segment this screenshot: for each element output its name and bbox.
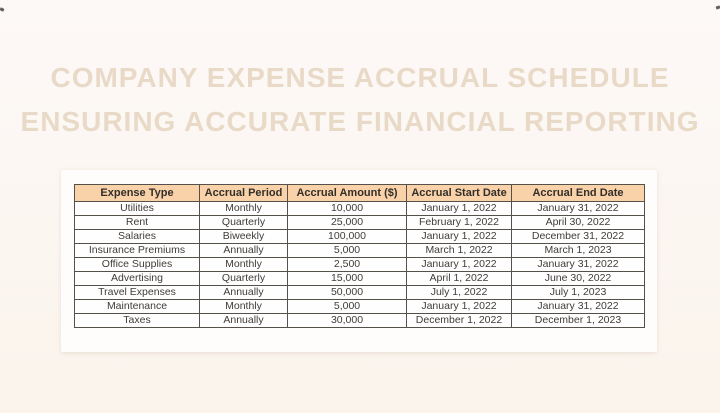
table-cell: 5,000 [287, 299, 407, 314]
scan-artifact-top-left [0, 7, 5, 12]
table-cell: Taxes [74, 313, 200, 328]
table-cell: Salaries [74, 229, 200, 244]
table-row: Taxes Annually 30,000 December 1, 2022 Decem… [74, 313, 645, 328]
table-cell: Office Supplies [74, 257, 200, 272]
table-cell: December 31, 2022 [511, 229, 645, 244]
page-title: COMPANY EXPENSE ACCRUAL SCHEDULE ENSURIN… [0, 56, 720, 144]
table-cell: January 1, 2022 [406, 229, 512, 244]
table-cell: July 1, 2022 [406, 285, 512, 300]
table-cell: December 1, 2023 [511, 313, 645, 328]
table-cell: June 30, 2022 [511, 271, 645, 286]
table-cell: January 31, 2022 [511, 201, 645, 216]
table-cell: March 1, 2023 [511, 243, 645, 258]
table-cell: January 31, 2022 [511, 299, 645, 314]
table-header: Expense Type Accrual Period Accrual Amount… [74, 184, 645, 202]
table-cell: March 1, 2022 [406, 243, 512, 258]
table-cell: Monthly [199, 299, 288, 314]
column-header: Accrual Amount ($) [287, 184, 407, 202]
table-header-row: Expense Type Accrual Period Accrual Amount… [74, 184, 645, 202]
table-cell: Rent [74, 215, 200, 230]
table-card: Expense Type Accrual Period Accrual Amount… [61, 170, 657, 352]
table-cell: Quarterly [199, 215, 288, 230]
table-row: Maintenance Monthly 5,000 January 1, 2022 Ja… [74, 299, 645, 314]
table-cell: 5,000 [287, 243, 407, 258]
table-row: Advertising Quarterly 15,000 April 1, 2022 J… [74, 271, 645, 286]
table-row: Rent Quarterly 25,000 February 1, 2022 April… [74, 215, 645, 230]
table-cell: January 1, 2022 [406, 299, 512, 314]
table-cell: Annually [199, 285, 288, 300]
table-cell: December 1, 2022 [406, 313, 512, 328]
table-cell: February 1, 2022 [406, 215, 512, 230]
table-cell: 10,000 [287, 201, 407, 216]
table-cell: 15,000 [287, 271, 407, 286]
column-header: Accrual End Date [511, 184, 645, 202]
table-cell: Annually [199, 243, 288, 258]
table-body: Utilities Monthly 10,000 January 1, 2022 Jan… [74, 201, 645, 328]
column-header: Accrual Start Date [406, 184, 512, 202]
table-cell: July 1, 2023 [511, 285, 645, 300]
table-cell: 2,500 [287, 257, 407, 272]
column-header: Accrual Period [199, 184, 288, 202]
table-cell: 25,000 [287, 215, 407, 230]
table-cell: Monthly [199, 201, 288, 216]
table-row: Insurance Premiums Annually 5,000 March 1, … [74, 243, 645, 258]
table-cell: January 1, 2022 [406, 257, 512, 272]
table-cell: April 30, 2022 [511, 215, 645, 230]
table-cell: Maintenance [74, 299, 200, 314]
table-row: Travel Expenses Annually 50,000 July 1, 202… [74, 285, 645, 300]
table-cell: April 1, 2022 [406, 271, 512, 286]
table-cell: Utilities [74, 201, 200, 216]
table-row: Office Supplies Monthly 2,500 January 1, 20… [74, 257, 645, 272]
expense-accrual-table: Expense Type Accrual Period Accrual Amount… [74, 184, 645, 328]
table-cell: 50,000 [287, 285, 407, 300]
table-cell: January 31, 2022 [511, 257, 645, 272]
page-title-line-2: ENSURING ACCURATE FINANCIAL REPORTING [20, 106, 700, 137]
table-cell: January 1, 2022 [406, 201, 512, 216]
table-cell: 30,000 [287, 313, 407, 328]
table-row: Salaries Biweekly 100,000 January 1, 2022 De… [74, 229, 645, 244]
table-cell: Quarterly [199, 271, 288, 286]
table-cell: Travel Expenses [74, 285, 200, 300]
scan-artifact-top-right [715, 5, 720, 10]
page-title-line-1: COMPANY EXPENSE ACCRUAL SCHEDULE [50, 62, 670, 93]
column-header: Expense Type [74, 184, 200, 202]
table-cell: Insurance Premiums [74, 243, 200, 258]
table-row: Utilities Monthly 10,000 January 1, 2022 Jan… [74, 201, 645, 216]
table-cell: Annually [199, 313, 288, 328]
table-cell: Monthly [199, 257, 288, 272]
table-cell: 100,000 [287, 229, 407, 244]
table-cell: Biweekly [199, 229, 288, 244]
table-cell: Advertising [74, 271, 200, 286]
